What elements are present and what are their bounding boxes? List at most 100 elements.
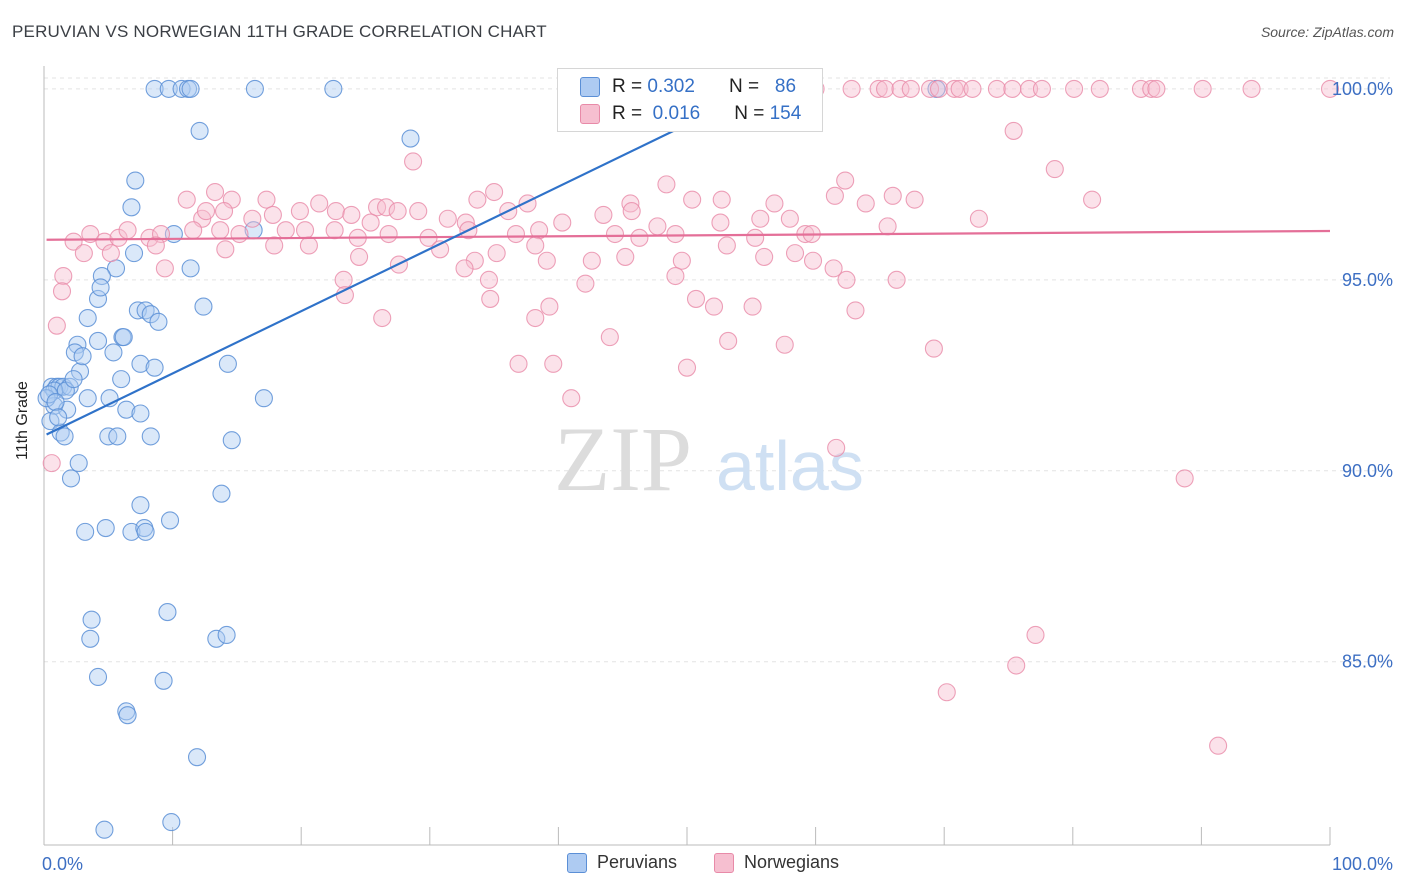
norwegian-point: [666, 224, 685, 244]
zipatlas-watermark: ZIP atlas: [554, 408, 864, 510]
peruvians-swatch: [580, 77, 600, 97]
norwegian-point: [1242, 79, 1261, 98]
n-label: N =: [734, 103, 765, 124]
peruvian-point: [154, 671, 173, 690]
norwegian-point: [379, 224, 398, 244]
norwegian-point: [487, 244, 506, 263]
peruvian-point: [88, 331, 108, 350]
peruvian-point: [194, 297, 213, 316]
chart-title: PERUVIAN VS NORWEGIAN 11TH GRADE CORRELA…: [12, 22, 547, 41]
peruvian-point: [64, 370, 83, 389]
peruvians-points: [37, 79, 946, 839]
norwegian-point: [846, 301, 865, 320]
norwegian-point: [1032, 79, 1051, 98]
norwegian-point: [666, 266, 685, 286]
axes: [43, 66, 1331, 846]
norwegian-point: [155, 259, 174, 278]
stats-row-peruvians: R = 0.302 N = 86: [580, 74, 796, 100]
grid-lines: [44, 77, 1390, 663]
norwegian-point: [891, 79, 910, 98]
norwegian-point: [334, 270, 353, 289]
peruvian-point: [82, 610, 101, 629]
norwegian-point: [630, 228, 649, 247]
peruvian-point: [217, 625, 236, 645]
peruvian-point: [212, 484, 231, 503]
norwegian-point: [887, 270, 906, 289]
norwegian-point: [373, 308, 392, 328]
peruvian-point: [401, 129, 420, 148]
norwegian-point: [1004, 121, 1023, 140]
norwegian-point: [74, 244, 93, 263]
norwegian-point: [455, 259, 474, 278]
r-label: R =: [612, 103, 643, 124]
peruvian-point: [70, 362, 90, 381]
norwegian-point: [290, 202, 309, 221]
peruvian-point: [96, 519, 115, 538]
norwegian-point: [704, 297, 724, 316]
norwegian-point: [465, 251, 484, 270]
norwegian-point: [438, 209, 457, 228]
norwegian-point: [875, 79, 895, 98]
norwegian-point: [883, 186, 902, 205]
peruvian-point: [81, 629, 100, 648]
norwegian-point: [924, 339, 943, 358]
norwegian-point: [1003, 79, 1022, 98]
norwegian-point: [1175, 469, 1194, 488]
norwegian-point: [825, 186, 844, 205]
peruvian-point: [158, 603, 177, 622]
stats-row-norwegians: R = 0.016 N = 154: [580, 101, 801, 127]
legend-item-norwegians[interactable]: Norwegians: [714, 852, 839, 873]
norwegian-point: [326, 202, 345, 221]
peruvian-point: [181, 79, 200, 98]
norwegian-point: [901, 79, 920, 98]
norwegian-point: [937, 683, 956, 702]
peruvian-point: [126, 171, 145, 190]
norwegian-point: [827, 438, 846, 457]
peruvian-point: [131, 404, 150, 423]
norwegian-point: [605, 224, 625, 244]
norwegian-point: [184, 221, 203, 240]
peruvian-point: [108, 427, 127, 446]
norwegian-point: [544, 354, 563, 373]
norwegian-point: [388, 202, 407, 221]
norwegian-point: [837, 270, 856, 289]
norwegian-point: [530, 221, 549, 240]
peruvian-point: [162, 813, 181, 832]
peruvians-legend-swatch: [566, 852, 587, 873]
norwegian-point: [950, 79, 969, 98]
norwegian-point: [325, 221, 344, 240]
norwegian-point: [780, 209, 799, 228]
norwegian-point: [509, 354, 528, 373]
norwegian-point: [717, 236, 736, 255]
peruvian-point: [112, 370, 131, 389]
norwegian-point: [765, 194, 784, 213]
peruvian-point: [46, 392, 65, 412]
peruvian-point: [145, 358, 164, 377]
peruvians-trend-line: [46, 86, 765, 436]
norwegian-point: [1090, 79, 1109, 98]
peruvian-point: [136, 522, 155, 541]
norwegian-point: [677, 358, 697, 377]
norwegian-point: [540, 297, 559, 316]
norwegian-point: [205, 182, 225, 202]
norwegian-point: [1131, 79, 1151, 98]
norwegian-point: [276, 221, 295, 240]
peruvian-point: [149, 312, 168, 331]
norwegian-point: [257, 190, 276, 209]
peruvian-point: [324, 79, 343, 98]
peruvian-point: [131, 354, 150, 373]
norwegians-swatch: [580, 104, 600, 124]
norwegian-point: [743, 297, 762, 316]
peruvian-point: [181, 259, 200, 278]
peruvian-point: [145, 79, 164, 98]
norwegian-point: [230, 224, 249, 244]
legend-item-peruvians[interactable]: Peruvians: [566, 852, 677, 873]
norwegian-point: [987, 79, 1006, 98]
norwegian-point: [600, 328, 619, 347]
norwegian-point: [686, 289, 706, 308]
norwegian-point: [1320, 79, 1340, 98]
norwegian-point: [479, 270, 499, 289]
peruvian-point: [160, 511, 180, 530]
legend-label-peruvians: Peruvians: [596, 852, 677, 872]
